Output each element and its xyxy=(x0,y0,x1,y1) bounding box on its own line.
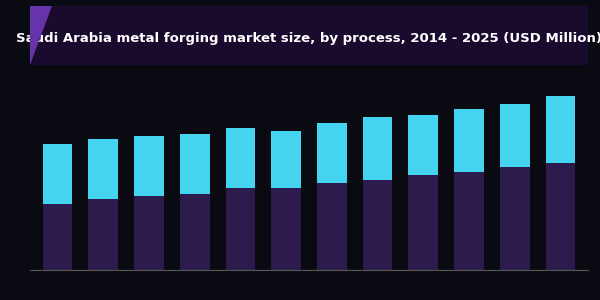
Bar xyxy=(363,180,392,270)
Bar xyxy=(500,167,530,270)
Bar xyxy=(134,136,164,196)
Bar xyxy=(43,204,73,270)
Bar xyxy=(317,183,347,270)
Bar xyxy=(409,115,438,175)
Text: Saudi Arabia metal forging market size, by process, 2014 - 2025 (USD Million): Saudi Arabia metal forging market size, … xyxy=(16,32,600,45)
Bar xyxy=(88,139,118,199)
Bar xyxy=(134,196,164,270)
Bar xyxy=(43,144,73,204)
Bar xyxy=(454,172,484,270)
Bar xyxy=(180,134,209,194)
Polygon shape xyxy=(30,6,52,65)
Bar xyxy=(180,194,209,270)
Bar xyxy=(454,109,484,172)
Bar xyxy=(317,123,347,183)
Bar xyxy=(271,188,301,270)
Bar xyxy=(409,175,438,270)
Bar xyxy=(545,163,575,270)
Bar xyxy=(226,128,255,188)
Bar xyxy=(363,117,392,180)
Bar xyxy=(226,188,255,270)
Bar xyxy=(500,104,530,167)
Bar xyxy=(88,199,118,270)
Bar xyxy=(271,131,301,188)
Bar xyxy=(545,96,575,163)
